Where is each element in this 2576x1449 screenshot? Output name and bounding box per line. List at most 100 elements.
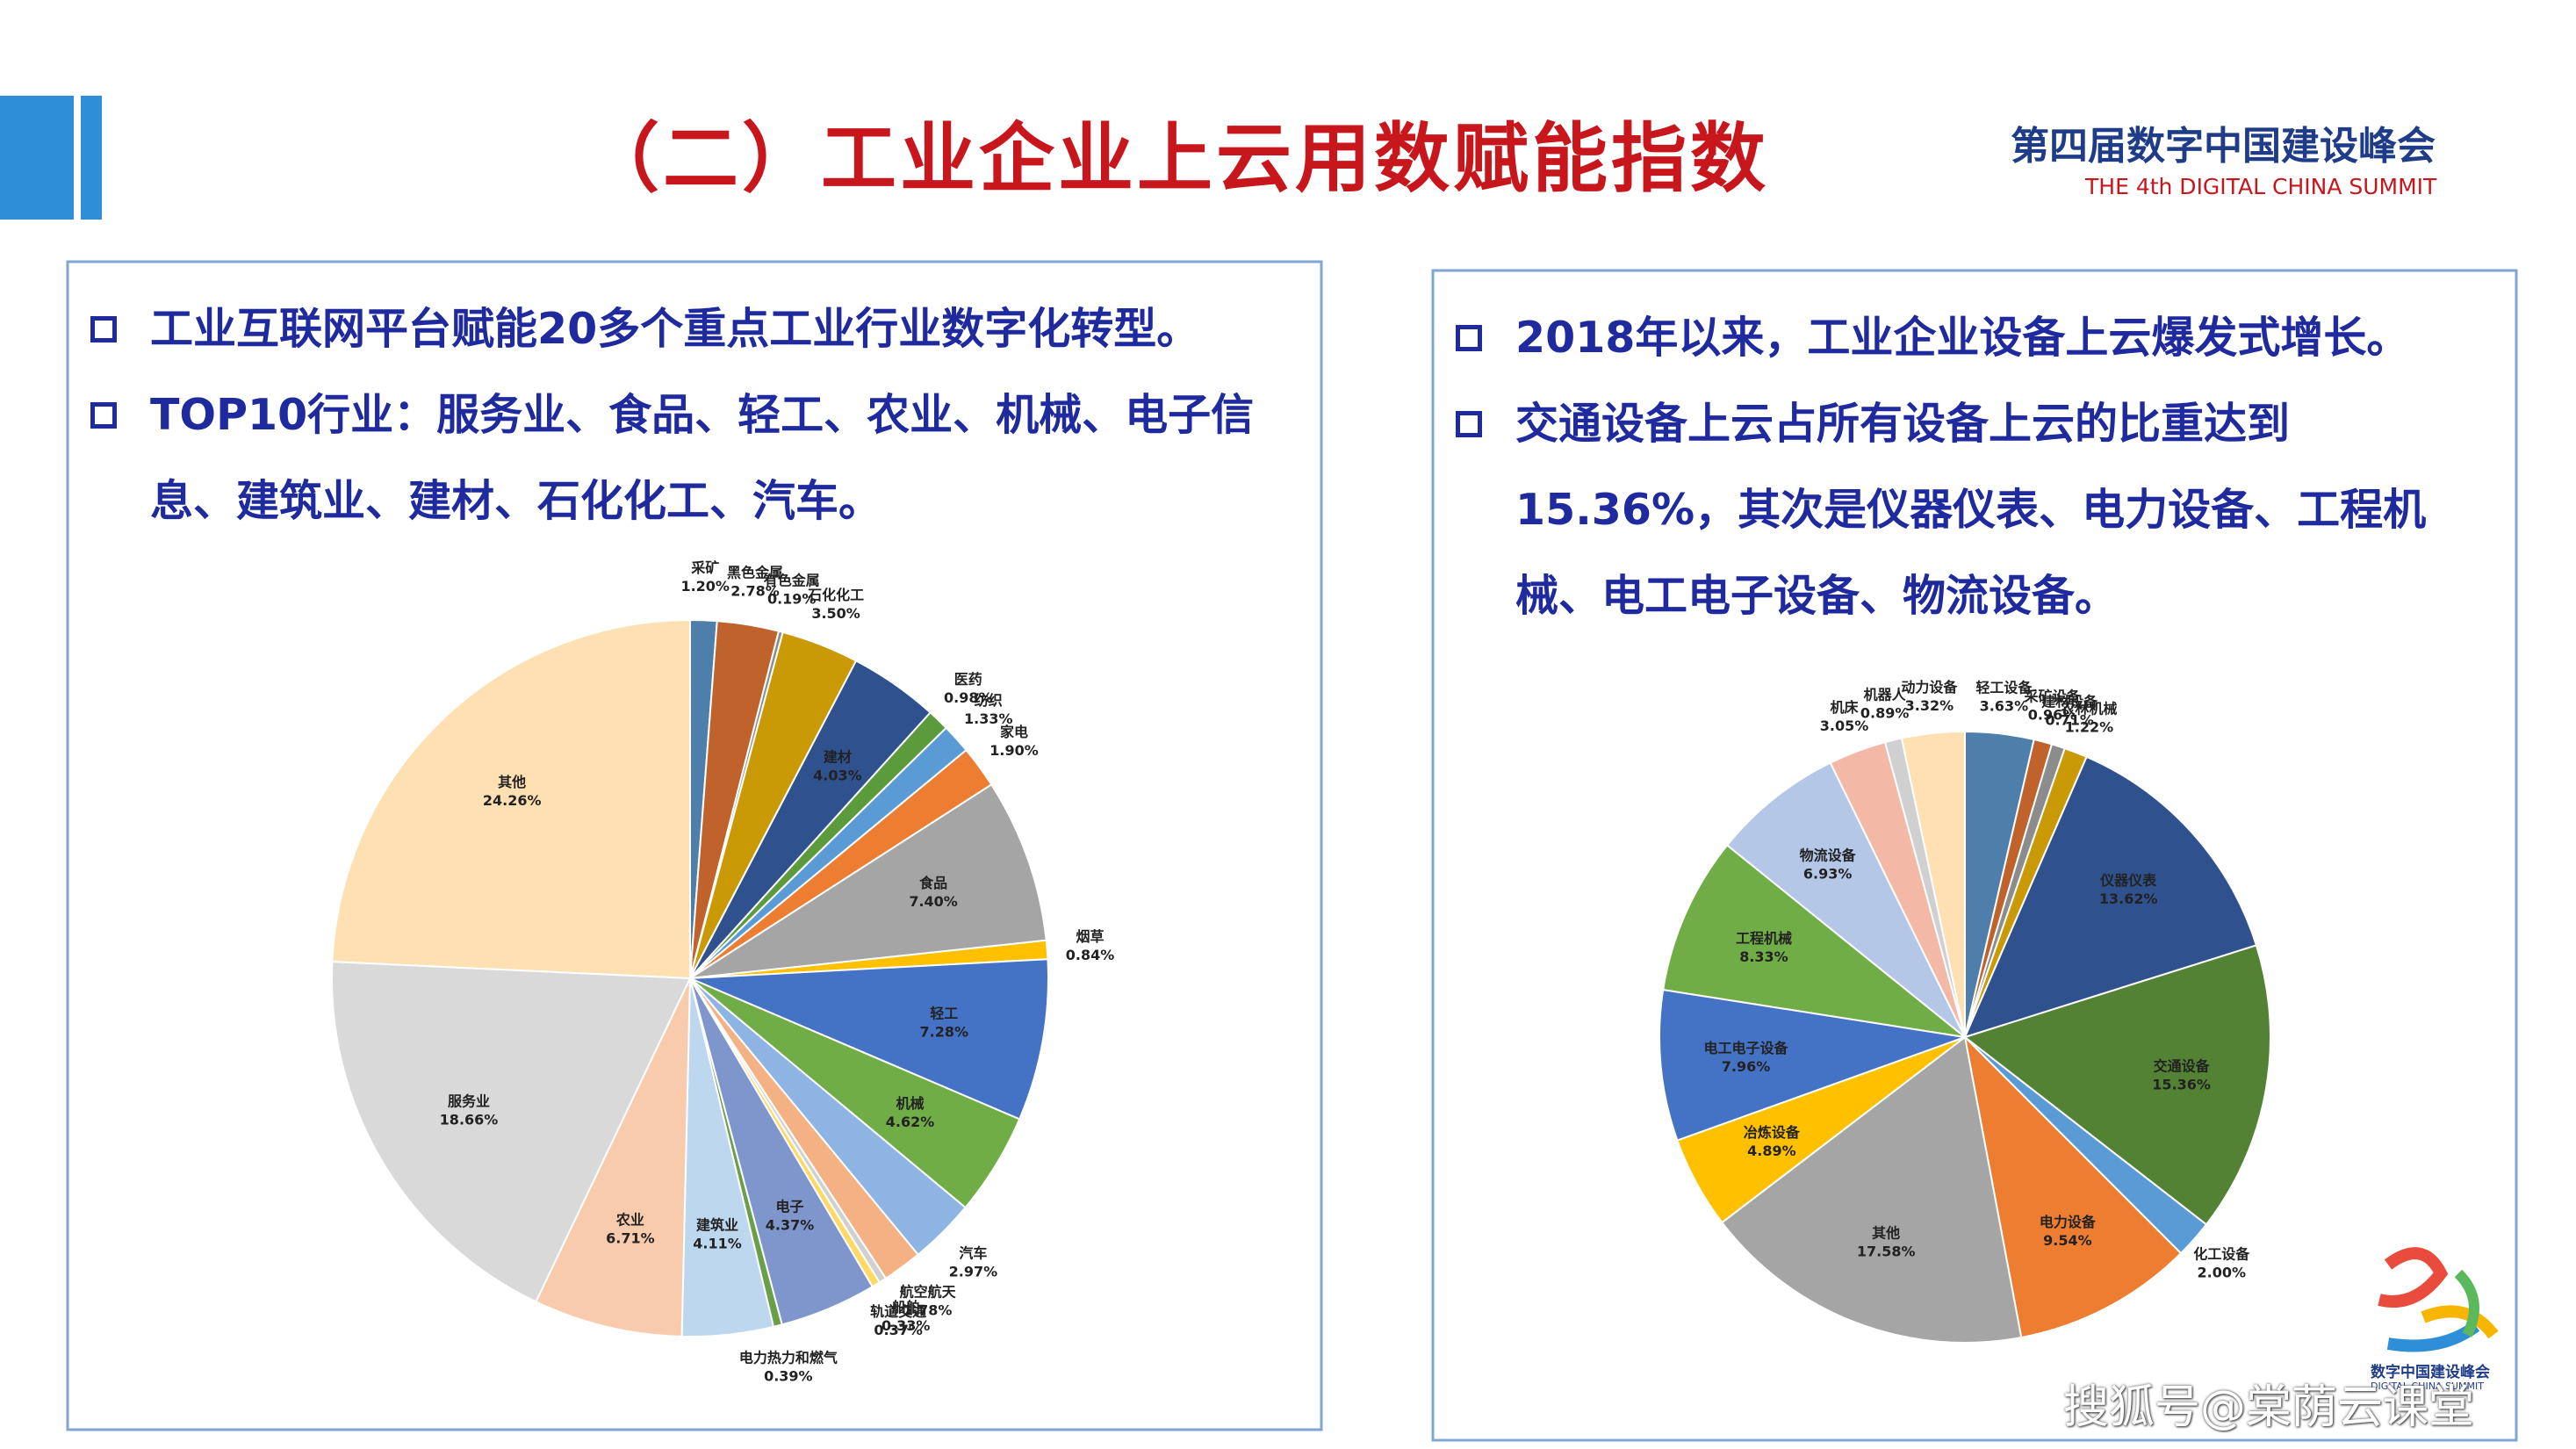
left-panel-border (66, 260, 1323, 1431)
slice-value-label: 1.22% (2065, 718, 2114, 735)
logo-subtitle: THE 4th DIGITAL CHINA SUMMIT (2085, 174, 2437, 199)
slice-value-label: 13.62% (2099, 890, 2158, 907)
slice-value-label: 4.37% (766, 1216, 815, 1233)
pie-slice (1659, 988, 1966, 1142)
slice-value-label: 0.37% (874, 1322, 923, 1338)
slice-value-label: 7.28% (920, 1024, 969, 1041)
slice-value-label: 0.96% (2028, 707, 2077, 724)
pie-slice (689, 958, 1049, 1121)
slice-value-label: 7.96% (1722, 1058, 1771, 1075)
pie-slice (1720, 1035, 2023, 1344)
slice-value-label: 1.20% (680, 578, 730, 595)
slice-label: 电力设备 (2040, 1214, 2097, 1230)
right-bullets: 2018年以来，工业企业设备上云爆发式增长。 交通设备上云占所有设备上云的比重达… (1456, 295, 2509, 639)
corner-logo-graphic (2378, 1247, 2499, 1352)
slice-label: 轻工设备 (1975, 679, 2033, 696)
slice-label: 食品 (918, 875, 947, 891)
pie-slice (1963, 755, 2258, 1039)
slice-label: 建材 (824, 748, 852, 765)
slice-label: 其他 (498, 774, 526, 790)
slice-label: 农业 (615, 1211, 644, 1228)
slice-label: 建筑业 (696, 1217, 738, 1234)
bullet: 工业互联网平台赋能20多个重点工业行业数字化转型。 (90, 286, 1320, 372)
slice-label: 化工设备 (2193, 1245, 2250, 1262)
pie-slice (1662, 844, 1968, 1039)
bullet: TOP10行业：服务业、食品、轻工、农业、机械、电子信息、建筑业、建材、石化化工… (90, 372, 1320, 544)
slice-label: 采矿设备 (2024, 688, 2082, 705)
slice-label: 家电 (1000, 724, 1028, 740)
slice-value-label: 6.71% (606, 1229, 655, 1246)
slice-label: 电子 (776, 1198, 804, 1215)
slice-value-label: 4.03% (813, 767, 862, 783)
slice-value-label: 6.93% (1803, 866, 1853, 883)
slice-value-label: 9.54% (2043, 1232, 2092, 1249)
pie-slice (689, 783, 1047, 979)
slice-value-label: 0.98% (944, 689, 993, 706)
slice-value-label: 1.78% (903, 1302, 953, 1319)
slice-label: 物流设备 (1800, 847, 1857, 864)
bullet: 交通设备上云占所有设备上云的比重达到15.36%，其次是仪器仪表、电力设备、工程… (1456, 381, 2509, 639)
slice-value-label: 2.78% (730, 583, 780, 600)
slice-value-label: 1.33% (964, 710, 1013, 727)
slice-label: 医药 (954, 671, 982, 688)
slice-value-label: 0.39% (764, 1368, 813, 1385)
slice-label: 机器人 (1864, 687, 1907, 703)
slice-label: 烟草 (1076, 928, 1104, 945)
slice-value-label: 4.62% (886, 1114, 935, 1130)
corner-logo-subtitle: DIGITAL CHINA SUMMIT (2371, 1381, 2484, 1392)
slice-value-label: 3.50% (811, 605, 860, 622)
slice-label: 农林机械 (2060, 700, 2117, 717)
slice-value-label: 15.36% (2152, 1077, 2211, 1093)
slice-label: 轨道交通 (870, 1303, 926, 1320)
slice-value-label: 0.71% (2045, 711, 2094, 728)
pie-slice (1962, 944, 2271, 1226)
slice-value-label: 8.33% (1739, 948, 1788, 965)
pie-slice (1900, 730, 1966, 1038)
slice-label: 交通设备 (2154, 1058, 2211, 1075)
slice-label: 汽车 (959, 1244, 987, 1261)
slice-label: 纺织 (975, 692, 1003, 709)
slice-label: 电工电子设备 (1704, 1040, 1789, 1056)
slice-label: 机械 (896, 1095, 925, 1112)
header-bar (81, 96, 102, 220)
right-panel-border (1431, 269, 2518, 1442)
slice-value-label: 0.84% (1066, 947, 1115, 963)
header-bar (0, 96, 74, 220)
slice-value-label: 1.90% (989, 742, 1039, 759)
slice-label: 仪器仪表 (2099, 872, 2157, 889)
pie-slice (331, 618, 691, 980)
slice-value-label: 2.00% (2198, 1264, 2247, 1280)
slice-label: 机床 (1831, 699, 1860, 716)
slice-label: 有色金属 (764, 572, 820, 588)
slice-label: 电力热力和燃气 (739, 1350, 838, 1366)
bullet: 2018年以来，工业企业设备上云爆发式增长。 (1456, 295, 2509, 381)
slice-label: 服务业 (448, 1092, 490, 1109)
slice-value-label: 0.89% (1860, 705, 1910, 722)
slice-label: 动力设备 (1901, 679, 1958, 696)
slice-label: 冶炼设备 (1744, 1124, 1801, 1141)
corner-logo-title: 数字中国建设峰会 (2371, 1364, 2490, 1381)
slice-label: 船舶 (892, 1299, 920, 1316)
slice-label: 建材设备 (2041, 693, 2098, 710)
slice-label: 工程机械 (1736, 930, 1792, 947)
pie-slice (1725, 761, 1966, 1038)
slice-label: 石化化工 (807, 587, 864, 603)
left-bullets: 工业互联网平台赋能20多个重点工业行业数字化转型。 TOP10行业：服务业、食品… (90, 286, 1320, 544)
slice-value-label: 18.66% (440, 1111, 499, 1128)
slice-label: 采矿 (690, 559, 719, 576)
pie-slice (535, 977, 691, 1337)
slice-value-label: 3.05% (1820, 717, 1869, 734)
slice-value-label: 4.11% (693, 1236, 742, 1252)
slice-value-label: 17.58% (1857, 1243, 1916, 1259)
slice-value-label: 3.32% (1905, 697, 1954, 714)
slice-value-label: 3.63% (1980, 697, 2029, 714)
slice-label: 黑色金属 (727, 565, 783, 581)
pie-slice (331, 960, 692, 1303)
slice-value-label: 24.26% (483, 792, 542, 809)
slice-value-label: 7.40% (909, 893, 958, 910)
slice-label: 其他 (1872, 1224, 1900, 1241)
slice-value-label: 2.97% (949, 1263, 998, 1280)
watermark: 搜狐号@棠荫云课堂 (2063, 1381, 2475, 1434)
